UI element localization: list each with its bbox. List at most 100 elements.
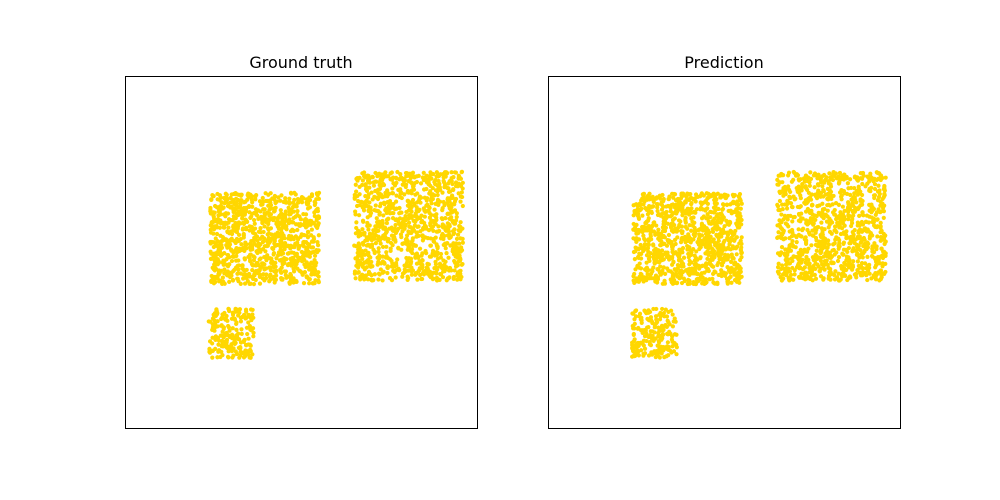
scatter-point xyxy=(655,275,660,280)
scatter-point xyxy=(254,212,259,217)
scatter-point xyxy=(659,323,665,328)
scatter-point xyxy=(422,214,427,219)
scatter-point xyxy=(368,255,373,260)
scatter-point xyxy=(279,240,284,245)
scatter-point xyxy=(220,275,225,280)
scatter-point xyxy=(827,255,832,260)
scatter-point xyxy=(861,243,866,249)
scatter-point xyxy=(670,312,675,317)
scatter-point xyxy=(870,244,875,249)
scatter-point xyxy=(656,227,661,232)
scatter-point xyxy=(360,178,365,183)
scatter-point xyxy=(654,202,660,207)
scatter-point xyxy=(218,247,223,252)
scatter-point xyxy=(859,251,865,256)
scatter-point xyxy=(845,277,850,283)
scatter-point xyxy=(309,245,314,250)
scatter-point xyxy=(640,274,645,280)
scatter-point xyxy=(420,276,425,282)
scatter-point xyxy=(444,251,449,256)
scatter-point xyxy=(848,192,853,197)
scatter-point xyxy=(786,170,792,175)
scatter-point xyxy=(882,183,887,189)
scatter-point xyxy=(234,258,239,263)
scatter-point xyxy=(674,268,679,273)
scatter-point xyxy=(876,176,881,181)
scatter-point xyxy=(779,245,785,250)
scatter-point xyxy=(230,218,235,223)
scatter-point xyxy=(645,271,650,277)
scatter-point xyxy=(408,256,414,261)
scatter-point xyxy=(439,216,444,221)
scatter-point xyxy=(667,257,672,262)
scatter-point xyxy=(738,198,743,204)
scatter-point xyxy=(775,202,780,207)
scatter-point xyxy=(813,217,818,223)
scatter-point xyxy=(396,245,401,250)
scatter-point xyxy=(712,201,717,206)
scatter-point xyxy=(366,227,371,232)
scatter-point xyxy=(382,261,387,266)
scatter-point xyxy=(299,194,305,200)
scatter-point xyxy=(250,204,255,209)
scatter-point xyxy=(458,271,463,277)
scatter-point xyxy=(726,245,731,250)
scatter-point xyxy=(869,202,874,207)
scatter-point xyxy=(459,190,464,195)
scatter-point xyxy=(856,189,861,194)
scatter-point xyxy=(209,224,215,229)
scatter-point xyxy=(373,179,378,184)
scatter-point xyxy=(814,248,819,253)
scatter-point xyxy=(411,201,417,206)
scatter-point xyxy=(271,274,276,279)
prediction-points xyxy=(630,169,888,360)
scatter-point xyxy=(706,191,711,196)
scatter-point xyxy=(655,208,660,214)
scatter-point xyxy=(393,261,399,266)
scatter-point xyxy=(276,232,282,237)
scatter-point xyxy=(641,196,646,201)
scatter-point xyxy=(435,200,440,205)
scatter-point xyxy=(282,200,287,205)
scatter-point xyxy=(283,209,288,214)
scatter-point xyxy=(305,241,311,247)
scatter-point xyxy=(235,271,240,276)
scatter-point xyxy=(719,231,724,236)
scatter-point xyxy=(738,238,743,243)
scatter-point xyxy=(723,192,728,198)
scatter-point xyxy=(796,177,801,182)
scatter-point xyxy=(652,260,657,265)
scatter-point xyxy=(233,340,238,345)
scatter-point xyxy=(403,218,408,223)
scatter-point xyxy=(276,253,281,258)
scatter-point xyxy=(279,225,285,231)
scatter-point xyxy=(637,201,643,206)
scatter-point xyxy=(700,281,705,286)
scatter-point xyxy=(312,202,317,208)
scatter-point xyxy=(243,217,248,222)
scatter-point xyxy=(456,173,461,178)
scatter-point xyxy=(420,218,425,224)
scatter-point xyxy=(314,216,320,221)
scatter-point xyxy=(236,263,241,268)
scatter-point xyxy=(258,236,263,241)
scatter-point xyxy=(635,348,640,353)
scatter-point xyxy=(355,254,361,259)
scatter-point xyxy=(881,209,887,214)
scatter-point xyxy=(209,197,214,203)
scatter-point xyxy=(254,192,259,198)
scatter-point xyxy=(647,197,652,202)
scatter-point xyxy=(306,201,311,206)
scatter-point xyxy=(396,266,401,271)
scatter-point xyxy=(800,267,806,272)
scatter-point xyxy=(222,250,227,256)
scatter-point xyxy=(715,262,720,268)
scatter-point xyxy=(270,196,275,201)
scatter-point xyxy=(380,195,385,200)
scatter-point xyxy=(731,201,736,206)
scatter-point xyxy=(430,276,436,282)
scatter-point xyxy=(631,332,636,337)
scatter-point xyxy=(672,216,677,221)
scatter-point xyxy=(873,271,878,276)
scatter-point xyxy=(307,281,312,286)
